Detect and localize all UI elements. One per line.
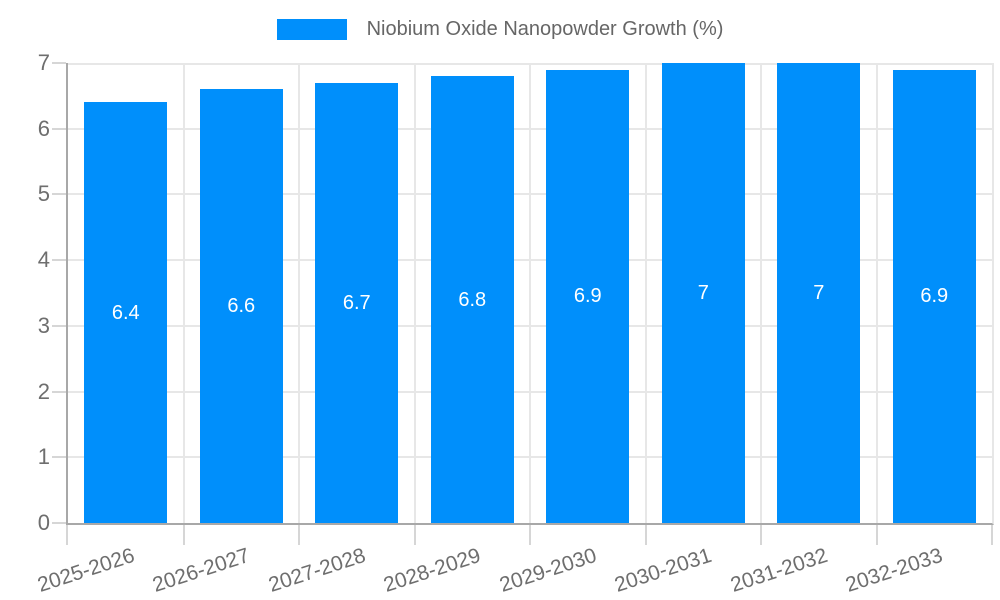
plot-area: 6.4 6.6 6.7 6.8 6.9 7 7 6.9 <box>66 63 994 525</box>
y-axis-tick <box>52 522 66 524</box>
y-axis-label: 3 <box>37 312 50 338</box>
y-axis-label: 6 <box>37 115 50 141</box>
bar[interactable] <box>777 63 861 523</box>
x-axis-label: 2030-2031 <box>612 543 715 597</box>
bar-value-label: 6.7 <box>342 291 371 314</box>
bar-value-label: 7 <box>813 282 825 304</box>
x-axis-label: 2029-2030 <box>496 543 600 597</box>
gridline-vertical <box>182 63 185 523</box>
bar[interactable] <box>430 76 514 523</box>
bar-value-label: 7 <box>697 282 709 304</box>
bar[interactable] <box>892 69 976 523</box>
x-axis-tick <box>182 525 185 545</box>
bar-value-label: 6.9 <box>920 285 949 308</box>
y-axis-label: 2 <box>37 378 50 404</box>
bar[interactable] <box>315 82 399 523</box>
gridline-vertical <box>760 63 762 523</box>
y-axis-tick <box>52 193 66 196</box>
bar[interactable] <box>199 89 283 523</box>
bar-value-label: 6.6 <box>227 295 256 318</box>
legend-item[interactable]: Niobium Oxide Nanopowder Growth (%) <box>276 18 724 41</box>
gridline-vertical <box>298 63 300 523</box>
y-axis-label: 7 <box>37 50 50 75</box>
x-axis-label: 2031-2032 <box>727 543 831 597</box>
y-axis-tick <box>52 324 66 327</box>
legend: Niobium Oxide Nanopowder Growth (%) <box>0 18 1000 41</box>
bar[interactable] <box>84 102 168 523</box>
legend-swatch <box>276 19 347 40</box>
x-axis-label: 2032-2033 <box>843 543 946 597</box>
x-axis-tick <box>413 525 416 545</box>
bar[interactable] <box>546 69 630 523</box>
y-axis-tick <box>52 390 66 393</box>
x-axis-tick <box>760 525 762 545</box>
bar-value-label: 6.4 <box>111 301 140 324</box>
x-axis-tick <box>298 525 300 545</box>
gridline-vertical <box>413 63 416 523</box>
x-axis-tick <box>875 525 878 545</box>
x-axis-label: 2028-2029 <box>381 543 484 597</box>
x-axis-label: 2027-2028 <box>265 543 369 597</box>
y-axis-label: 5 <box>37 181 50 207</box>
x-axis-tick <box>644 525 647 545</box>
y-axis-label: 0 <box>37 510 50 535</box>
gridline-vertical <box>529 63 531 523</box>
bar-value-label: 6.8 <box>458 288 487 311</box>
legend-label: Niobium Oxide Nanopowder Growth (%) <box>366 18 724 40</box>
gridline-vertical <box>644 63 647 523</box>
bar-value-label: 6.9 <box>573 285 602 308</box>
x-axis-tick <box>66 525 68 545</box>
y-axis-tick <box>52 127 66 130</box>
x-axis-tick <box>991 525 993 545</box>
y-axis-tick <box>52 259 66 262</box>
y-axis-label: 4 <box>37 247 50 273</box>
y-axis-tick <box>52 62 66 64</box>
x-axis-label: 2026-2027 <box>150 543 253 597</box>
x-axis-tick <box>529 525 531 545</box>
y-axis-tick <box>52 456 66 459</box>
x-axis-label: 2025-2026 <box>34 543 138 597</box>
bar[interactable] <box>661 63 745 523</box>
gridline-vertical <box>875 63 878 523</box>
y-axis-label: 1 <box>37 444 50 470</box>
